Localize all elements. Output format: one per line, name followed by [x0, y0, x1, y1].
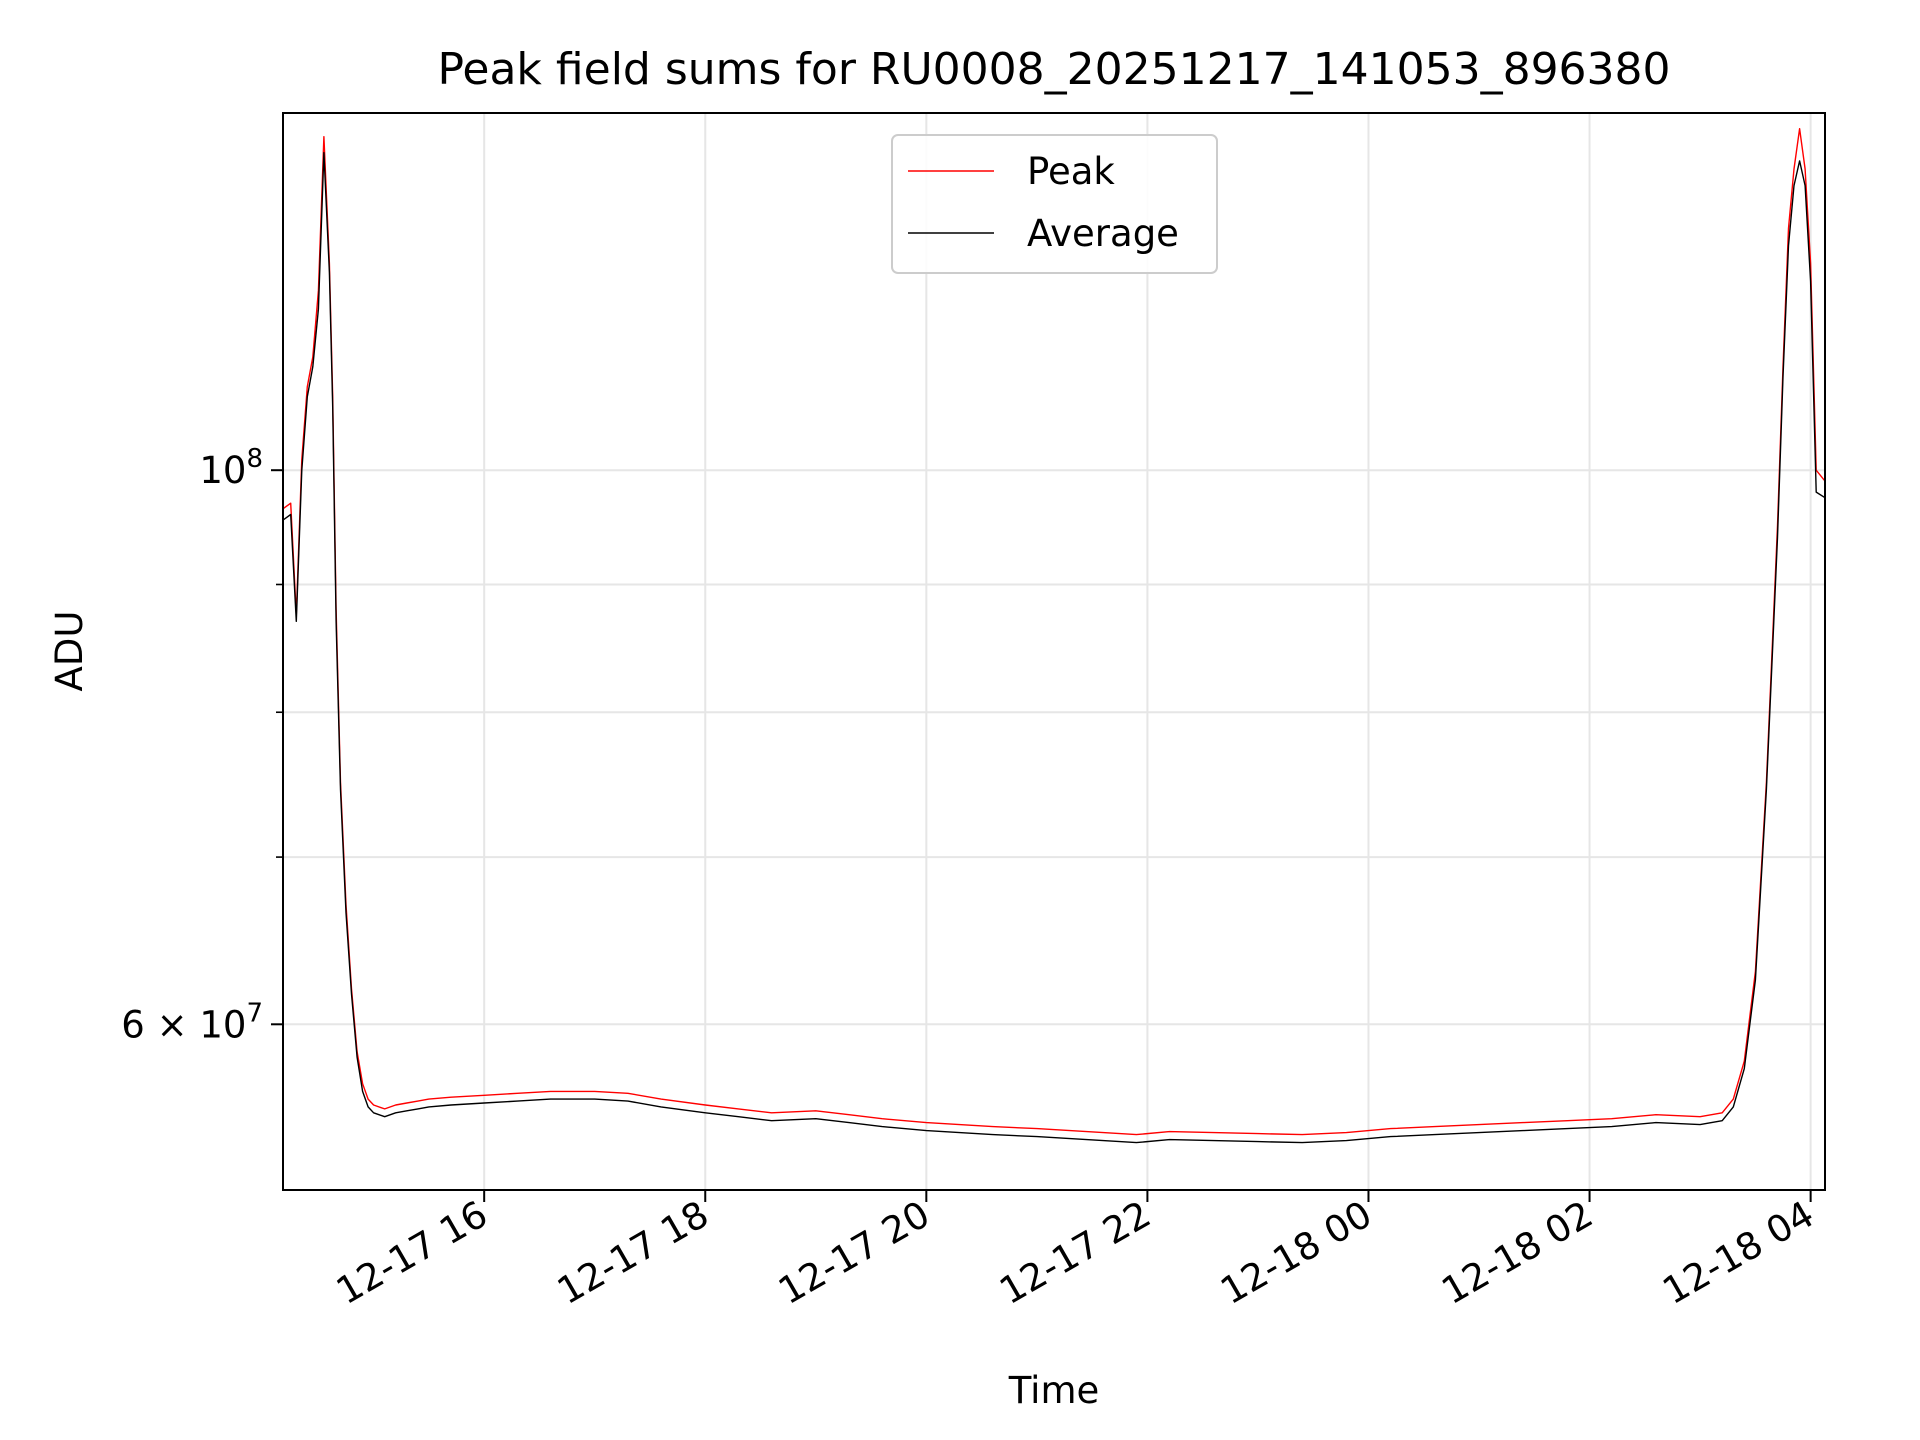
series-line-average: [283, 151, 1825, 1144]
series-layer: [283, 127, 1825, 1144]
y-axis: 108 6 × 107: [121, 444, 283, 1046]
y-tick-label: 108: [199, 444, 263, 492]
legend-label-average: Average: [1027, 212, 1179, 255]
legend: Peak Average: [891, 134, 1218, 274]
legend-box: [891, 134, 1218, 274]
plot-frame: [282, 112, 1826, 1191]
chart-title: Peak field sums for RU0008_20251217_1410…: [437, 44, 1670, 95]
grid-layer: [283, 113, 1825, 1190]
y-axis-label: ADU: [48, 611, 91, 692]
legend-label-peak: Peak: [1027, 150, 1115, 193]
y-tick-label: 6 × 107: [121, 998, 263, 1046]
x-axis-label: Time: [1008, 1369, 1100, 1412]
